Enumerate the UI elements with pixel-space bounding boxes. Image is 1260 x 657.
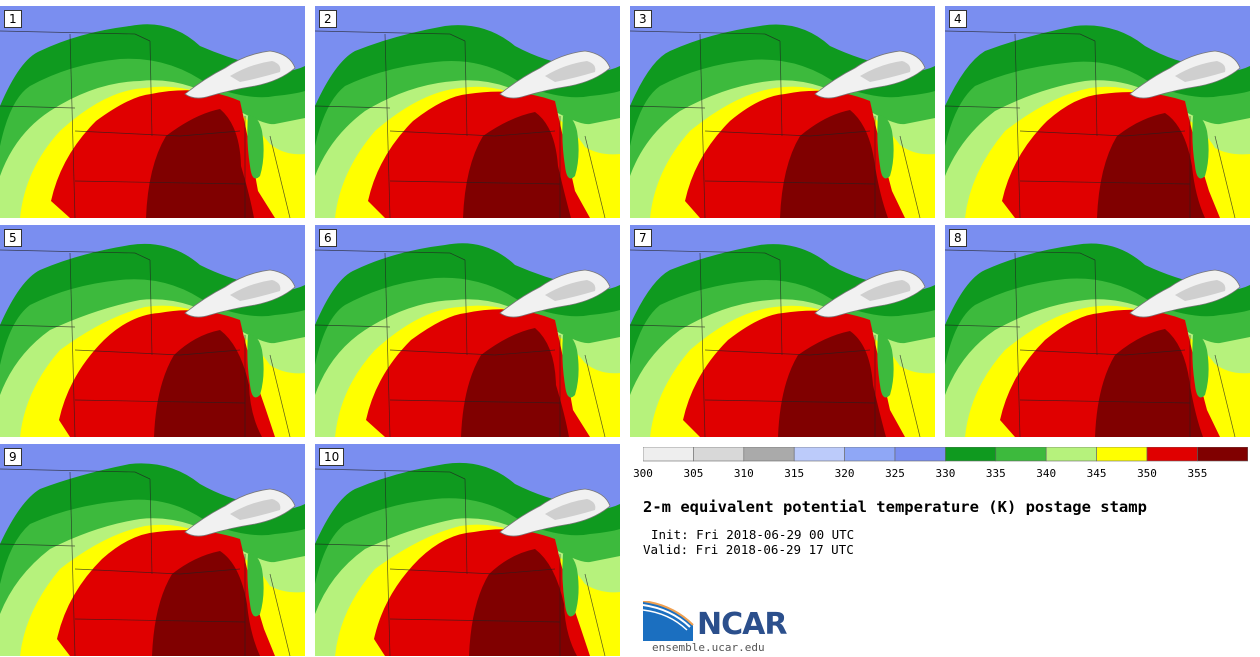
member-number-label: 9 [4,448,22,466]
lake-superior-shade [545,499,596,520]
field-355 [469,549,577,656]
lake-superior-shade [230,61,281,82]
member-panel-1: 1 [0,6,305,218]
state-borders [315,249,606,437]
colorbar-swatch [995,447,1047,462]
logo-text: NCAR [697,607,787,642]
member-panel-8: 8 [945,225,1250,437]
lake-michigan [1192,334,1209,398]
lake-superior-shade [1175,61,1226,82]
state-borders [945,30,1236,218]
member-number-label: 3 [634,10,652,28]
site-url: ensemble.ucar.edu [652,641,765,654]
member-panel-2: 2 [315,6,620,218]
member-panel-9: 9 [0,444,305,656]
colorbar-swatch [1146,447,1198,462]
member-number-label: 6 [319,229,337,247]
lake-superior-shade [545,280,596,301]
member-number-label: 8 [949,229,967,247]
field-355 [461,328,569,437]
colorbar-tick-label: 315 [784,467,805,480]
valid-time: Valid: Fri 2018-06-29 17 UTC [643,542,854,557]
chart-title: 2-m equivalent potential temperature (K)… [643,498,1147,516]
lake-michigan [562,115,579,179]
lake-michigan [562,334,579,398]
colorbar-tick-label: 350 [1137,467,1157,480]
lake-superior-shade [860,280,911,301]
field-355 [1097,113,1205,218]
colorbar [643,447,1248,462]
member-panel-4: 4 [945,6,1250,218]
lake-superior-shade [230,499,281,520]
member-number-label: 2 [319,10,337,28]
lake-michigan [247,115,264,179]
colorbar-tick-label: 355 [1187,467,1208,480]
member-panel-7: 7 [630,225,935,437]
member-number-label: 5 [4,229,22,247]
state-borders [315,468,606,656]
field-355 [463,112,571,218]
state-borders [315,30,606,218]
colorbar-swatch [1197,447,1248,462]
lake-michigan [877,115,894,179]
colorbar-swatch [743,447,795,462]
state-borders [630,249,921,437]
lake-michigan [877,334,894,398]
field-355 [154,330,262,437]
field-355 [146,109,254,218]
field-355 [1095,329,1203,437]
colorbar-tick-label: 340 [1036,467,1057,480]
state-borders [630,30,921,218]
state-borders [945,249,1236,437]
member-number-label: 1 [4,10,22,28]
colorbar-tick-label: 310 [733,467,754,480]
member-panel-6: 6 [315,225,620,437]
ncar-logo-icon [643,601,694,641]
state-borders [0,468,291,656]
colorbar-tick-label: 325 [885,467,905,480]
member-number-label: 10 [319,448,345,466]
member-panel-10: 10 [315,444,620,656]
colorbar-swatch [1045,447,1097,462]
member-number-label: 4 [949,10,967,28]
field-355 [152,551,260,656]
field-355 [778,331,886,437]
lake-michigan [247,553,264,617]
field-355 [780,110,888,218]
colorbar-swatch [844,447,896,462]
colorbar-tick-label: 335 [985,467,1006,480]
member-panel-3: 3 [630,6,935,218]
colorbar-swatch [793,447,845,462]
colorbar-tick-label: 305 [683,467,704,480]
lake-michigan [1192,115,1209,179]
init-time: Init: Fri 2018-06-29 00 UTC [651,527,855,542]
lake-superior-shade [860,61,911,82]
colorbar-tick-label: 330 [935,467,956,480]
colorbar-swatch [894,447,946,462]
state-borders [0,249,291,437]
colorbar-tick-label: 345 [1086,467,1107,480]
colorbar-tick-label: 320 [834,467,855,480]
colorbar-swatch [693,447,745,462]
lake-michigan [562,553,579,617]
colorbar-swatch [945,447,997,462]
colorbar-swatch [1096,447,1148,462]
lake-michigan [247,334,264,398]
lake-superior-shade [230,280,281,301]
state-borders [0,30,291,218]
member-number-label: 7 [634,229,652,247]
lake-superior-shade [545,61,596,82]
colorbar-swatch [643,447,694,462]
colorbar-tick-label: 300 [633,467,653,480]
lake-superior-shade [1175,280,1226,301]
member-panel-5: 5 [0,225,305,437]
